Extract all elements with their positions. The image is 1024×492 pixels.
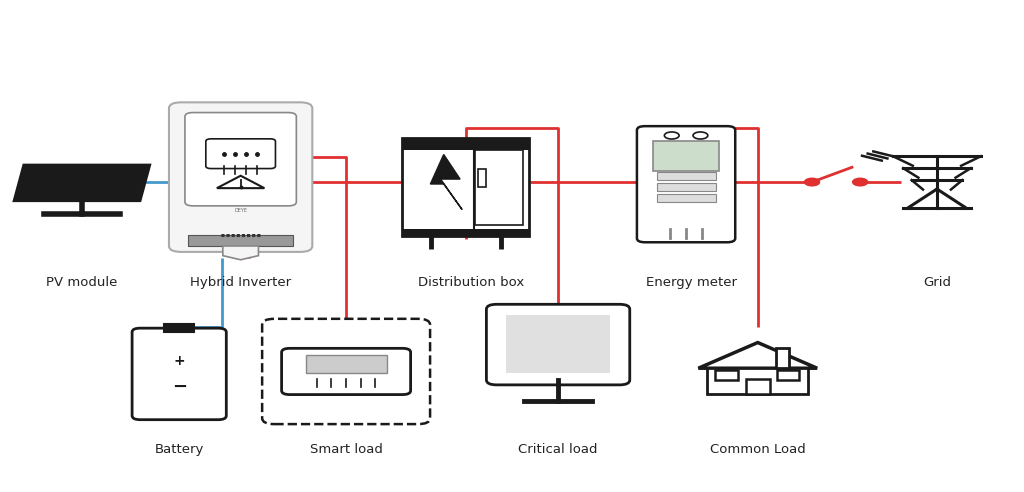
Bar: [777, 370, 800, 380]
FancyBboxPatch shape: [31, 164, 88, 185]
Text: Battery: Battery: [155, 443, 204, 456]
Text: Common Load: Common Load: [710, 443, 806, 456]
FancyBboxPatch shape: [637, 126, 735, 242]
FancyBboxPatch shape: [262, 319, 430, 424]
Text: +: +: [173, 354, 185, 369]
Bar: [305, 355, 387, 373]
Bar: [745, 379, 770, 395]
FancyBboxPatch shape: [185, 113, 296, 206]
Bar: [188, 235, 293, 246]
Circle shape: [693, 132, 708, 139]
Text: Energy meter: Energy meter: [646, 276, 736, 288]
Bar: [653, 141, 719, 171]
FancyBboxPatch shape: [76, 179, 133, 200]
Bar: [708, 368, 808, 395]
Polygon shape: [698, 342, 817, 368]
FancyBboxPatch shape: [76, 164, 133, 185]
Polygon shape: [12, 164, 152, 202]
Text: PV module: PV module: [46, 276, 118, 288]
FancyBboxPatch shape: [132, 328, 226, 420]
Bar: [656, 194, 716, 202]
FancyBboxPatch shape: [169, 102, 312, 252]
Polygon shape: [430, 154, 462, 210]
Bar: [656, 183, 716, 191]
Text: ■ ■ ■ ■ ■ ■ ■ ■: ■ ■ ■ ■ ■ ■ ■ ■: [221, 234, 260, 238]
Text: Critical load: Critical load: [518, 443, 598, 456]
FancyBboxPatch shape: [486, 304, 630, 385]
FancyBboxPatch shape: [206, 139, 275, 169]
Bar: [402, 138, 529, 236]
Circle shape: [665, 132, 679, 139]
Text: Distribution box: Distribution box: [418, 276, 524, 288]
Text: Grid: Grid: [923, 276, 951, 288]
Bar: [478, 169, 485, 187]
Text: Smart load: Smart load: [309, 443, 383, 456]
Bar: [775, 348, 788, 368]
Bar: [656, 172, 716, 180]
Bar: [475, 150, 523, 225]
Polygon shape: [217, 176, 264, 188]
Polygon shape: [223, 246, 258, 260]
Bar: [165, 324, 194, 332]
Text: −: −: [172, 377, 186, 396]
Circle shape: [805, 179, 819, 185]
Text: DEYE: DEYE: [234, 208, 247, 213]
FancyBboxPatch shape: [282, 348, 411, 395]
Bar: [402, 138, 529, 150]
Polygon shape: [33, 168, 131, 197]
Circle shape: [853, 179, 867, 185]
FancyBboxPatch shape: [31, 179, 88, 200]
Bar: [715, 370, 737, 380]
Bar: [506, 315, 610, 373]
Text: Hybrid Inverter: Hybrid Inverter: [190, 276, 291, 288]
Bar: [402, 229, 529, 236]
